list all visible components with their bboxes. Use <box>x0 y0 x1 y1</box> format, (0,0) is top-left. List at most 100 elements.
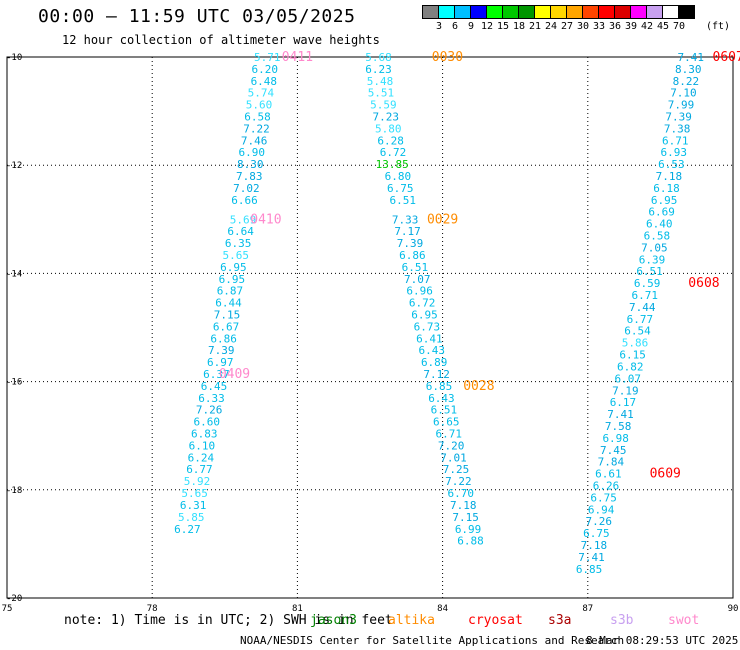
swh-value-label: 5.59 <box>370 99 397 112</box>
swh-value-label: 7.26 <box>586 515 613 528</box>
swh-value-label: 7.41 <box>677 51 704 64</box>
satellite-legend-jason3: jason3 <box>310 613 357 628</box>
swh-value-label: 6.58 <box>244 111 271 124</box>
track-id-label: 0028 <box>463 379 494 394</box>
map-subtitle: 12 hour collection of altimeter wave hei… <box>62 33 380 47</box>
swh-value-label: 6.71 <box>662 134 689 147</box>
swh-value-label: 6.17 <box>610 396 637 409</box>
y-tick-label: -14 <box>6 269 22 279</box>
swh-value-label: 7.22 <box>445 475 472 488</box>
swh-value-label: 7.39 <box>665 111 692 124</box>
swh-value-label: 7.02 <box>233 182 260 195</box>
swh-value-label: 6.51 <box>636 265 663 278</box>
color-scale-tick: 24 <box>544 21 558 32</box>
swh-value-label: 5.69 <box>230 213 257 226</box>
swh-value-label: 7.20 <box>438 439 465 452</box>
swh-value-label: 6.35 <box>225 237 252 250</box>
color-swatch <box>678 5 695 19</box>
color-scale-tick: 15 <box>496 21 510 32</box>
swh-value-label: 6.80 <box>385 170 412 183</box>
swh-value-label: 6.40 <box>646 218 673 231</box>
swh-value-label: 6.53 <box>658 158 685 171</box>
color-scale-tick: 30 <box>576 21 590 32</box>
x-tick-label: 78 <box>147 604 158 614</box>
track-id-label: 0030 <box>432 50 463 65</box>
swh-value-label: 6.75 <box>387 182 414 195</box>
swh-value-label: 5.86 <box>622 337 649 350</box>
swh-value-label: 6.90 <box>238 146 265 159</box>
swh-value-label: 6.43 <box>428 392 455 405</box>
swh-value-label: 6.67 <box>213 320 240 333</box>
y-tick-label: -10 <box>6 53 22 63</box>
swh-value-label: 7.18 <box>450 499 477 512</box>
swh-value-label: 6.86 <box>210 332 237 345</box>
swh-value-label: 7.41 <box>578 551 605 564</box>
swh-value-label: 6.73 <box>414 320 441 333</box>
swh-value-label: 6.83 <box>191 428 218 441</box>
swh-value-label: 6.95 <box>411 309 438 322</box>
swh-value-label: 7.22 <box>243 122 270 135</box>
swh-value-label: 6.98 <box>602 432 629 445</box>
swh-value-label: 6.99 <box>455 523 482 536</box>
swh-value-label: 6.26 <box>593 479 620 492</box>
swh-value-label: 6.93 <box>661 146 688 159</box>
swh-value-label: 5.74 <box>248 87 275 100</box>
swh-value-label: 6.20 <box>252 63 279 76</box>
swh-value-label: 7.18 <box>656 170 683 183</box>
satellite-legend-s3a: s3a <box>548 613 572 628</box>
x-tick-label: 75 <box>2 604 13 614</box>
swh-value-label: 6.95 <box>219 273 246 286</box>
credit-text: NOAA/NESDIS Center for Satellite Applica… <box>240 634 625 647</box>
track-id-label: 0607 <box>713 50 740 65</box>
swh-value-label: 6.39 <box>639 253 666 266</box>
track-id-label: 0029 <box>427 212 458 227</box>
swh-value-label: 7.18 <box>581 539 608 552</box>
x-tick-label: 87 <box>582 604 593 614</box>
swh-value-label: 6.65 <box>433 416 460 429</box>
swh-value-label: 7.39 <box>397 237 424 250</box>
swh-value-label: 7.84 <box>598 456 625 469</box>
swh-value-label: 6.59 <box>634 277 661 290</box>
swh-value-label: 7.15 <box>214 309 241 322</box>
swh-value-label: 6.71 <box>435 428 462 441</box>
color-scale-tick: 45 <box>656 21 670 32</box>
swh-value-label: 6.70 <box>448 487 475 500</box>
swh-value-label: 5.80 <box>375 122 402 135</box>
track-id-label: 0409 <box>219 367 250 382</box>
swh-value-label: 7.99 <box>668 99 695 112</box>
swh-value-label: 6.10 <box>189 439 216 452</box>
swh-value-label: 6.96 <box>406 285 433 298</box>
swh-value-label: 6.71 <box>631 289 658 302</box>
swh-value-label: 6.69 <box>648 206 675 219</box>
swh-value-label: 7.44 <box>629 301 656 314</box>
color-scale-tick: 18 <box>512 21 526 32</box>
swh-value-label: 5.65 <box>223 249 250 262</box>
swh-value-label: 6.45 <box>201 380 228 393</box>
swh-value-label: 7.23 <box>373 111 400 124</box>
swh-value-label: 6.72 <box>409 297 436 310</box>
swh-value-label: 13.85 <box>376 158 409 171</box>
swh-value-label: 6.88 <box>457 535 484 548</box>
satellite-legend-altika: altika <box>388 613 435 628</box>
timestamp-text: 8 Mar 08:29:53 UTC 2025 <box>586 634 739 647</box>
swh-value-label: 7.46 <box>241 134 268 147</box>
map-frame <box>6 56 734 599</box>
swh-value-label: 5.65 <box>181 487 208 500</box>
swh-value-label: 6.77 <box>627 313 654 326</box>
swh-value-label: 5.68 <box>365 51 392 64</box>
swh-value-label: 7.05 <box>641 241 668 254</box>
swh-value-label: 6.97 <box>207 356 234 369</box>
swh-value-label: 7.12 <box>423 368 450 381</box>
swh-value-label: 6.37 <box>203 368 230 381</box>
color-scale-tick: 39 <box>624 21 638 32</box>
y-tick-label: -20 <box>6 594 22 604</box>
swh-value-label: 8.30 <box>237 158 264 171</box>
color-scale-tick: 70 <box>672 21 686 32</box>
swh-value-label: 7.15 <box>452 511 479 524</box>
swh-value-label: 5.85 <box>178 511 205 524</box>
swh-value-label: 5.60 <box>246 99 273 112</box>
color-scale-tick: 33 <box>592 21 606 32</box>
swh-value-label: 8.30 <box>675 63 702 76</box>
swh-value-label: 7.58 <box>605 420 632 433</box>
map-title: 00:00 — 11:59 UTC 03/05/2025 <box>38 6 356 27</box>
